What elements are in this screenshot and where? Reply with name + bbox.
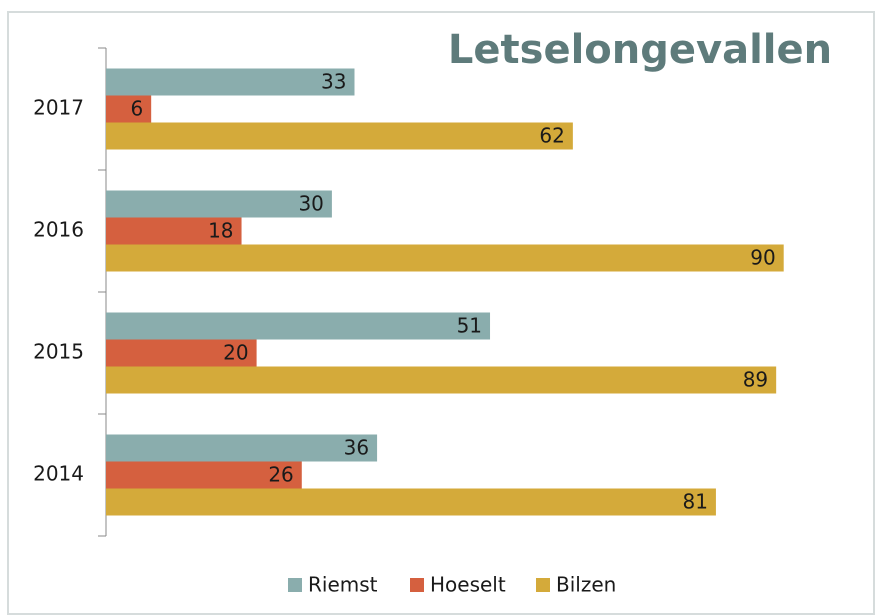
y-tick-label: 2014 [33, 462, 84, 486]
data-label: 62 [539, 124, 564, 148]
legend-swatch [536, 578, 550, 592]
data-label: 26 [268, 463, 293, 487]
bar [106, 488, 716, 516]
bar [106, 95, 152, 123]
bar [106, 68, 355, 96]
bar [106, 312, 491, 340]
bar [106, 122, 573, 150]
data-label: 90 [750, 246, 775, 270]
data-label: 33 [321, 70, 346, 94]
legend-label: Riemst [308, 573, 378, 597]
data-label: 81 [682, 490, 707, 514]
legend-label: Bilzen [556, 573, 616, 597]
bar [106, 190, 332, 218]
bar [106, 339, 257, 367]
data-label: 89 [743, 368, 768, 392]
legend-label: Hoeselt [430, 573, 506, 597]
data-label: 36 [344, 436, 369, 460]
legend-swatch [288, 578, 302, 592]
y-tick-label: 2017 [33, 96, 84, 120]
bar [106, 434, 378, 462]
bar [106, 244, 784, 272]
data-label: 30 [298, 192, 323, 216]
data-label: 20 [223, 341, 248, 365]
chart-title: Letselongevallen [448, 27, 832, 73]
data-label: 18 [208, 219, 233, 243]
data-label: 51 [457, 314, 482, 338]
legend-swatch [410, 578, 424, 592]
bar [106, 366, 777, 394]
bar [106, 461, 302, 489]
y-tick-label: 2016 [33, 218, 84, 242]
bar [106, 217, 242, 245]
data-label: 6 [130, 97, 143, 121]
y-tick-label: 2015 [33, 340, 84, 364]
